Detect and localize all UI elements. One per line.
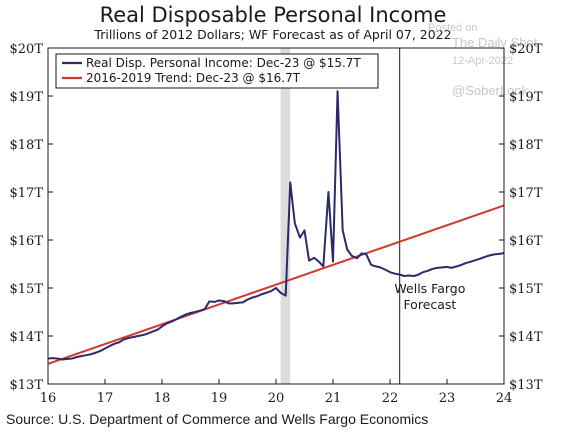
watermark-posted-on: Posted on [428, 22, 478, 34]
x-tick-label: 17 [97, 391, 114, 406]
chart-title: Real Disposable Personal Income [100, 3, 447, 27]
plot-frame [47, 47, 505, 385]
x-tick-label: 19 [211, 391, 228, 406]
y-tick-label-left: $18T [10, 138, 44, 153]
x-tick-label: 16 [40, 391, 57, 406]
watermark-date: 12-Apr-2022 [452, 55, 513, 67]
x-tick-label: 18 [154, 391, 171, 406]
y-tick-label-right: $14T [509, 330, 543, 345]
y-tick-label-left: $14T [10, 330, 44, 345]
forecast-annotation-line-1: Wells Fargo [394, 281, 465, 296]
legend-label-income: Real Disp. Personal Income: Dec-23 @ $15… [86, 56, 361, 70]
y-tick-label-right: $17T [509, 186, 543, 201]
forecast-annotation-line-2: Forecast [403, 297, 456, 312]
y-tick-label-right: $15T [509, 282, 543, 297]
legend: Real Disp. Personal Income: Dec-23 @ $15… [55, 53, 379, 89]
y-tick-label-right: $18T [509, 138, 543, 153]
source-note: Source: U.S. Department of Commerce and … [6, 411, 428, 427]
series-layer [47, 90, 505, 365]
y-tick-label-left: $16T [10, 234, 44, 249]
chart-subtitle: Trillions of 2012 Dollars; WF Forecast a… [93, 27, 451, 42]
y-tick-label-left: $13T [10, 378, 44, 393]
y-tick-label-left: $17T [10, 186, 44, 201]
y-tick-label-right: $13T [509, 378, 543, 393]
legend-label-trend: 2016-2019 Trend: Dec-23 @ $16.7T [86, 71, 301, 85]
series-line-trend [47, 204, 505, 365]
y-tick-label-left: $15T [10, 282, 44, 297]
x-tick-label: 23 [439, 391, 456, 406]
y-tick-label-right: $16T [509, 234, 543, 249]
x-tick-label: 22 [382, 391, 399, 406]
y-tick-label-right: $19T [509, 90, 543, 105]
x-tick-label: 20 [268, 391, 285, 406]
x-tick-label: 21 [325, 391, 342, 406]
recession-shading-layer [280, 48, 291, 384]
series-line-income [47, 90, 505, 361]
y-tick-label-left: $19T [10, 90, 44, 105]
x-tick-label: 24 [496, 391, 513, 406]
y-tick-label-right: $20T [509, 42, 543, 57]
watermark-handle: @SoberLook [452, 83, 529, 98]
watermark-site: The Daily Shot [452, 35, 538, 50]
y-axis-ticks: $13T $13T $14T $14T $15T $15T $16T $16T $17T $17T… [10, 42, 543, 393]
legend-box [55, 53, 379, 89]
x-axis-ticks: 16 17 18 19 20 21 22 23 24 [40, 379, 513, 406]
y-tick-label-left: $20T [10, 42, 44, 57]
recession-shade [280, 48, 291, 384]
